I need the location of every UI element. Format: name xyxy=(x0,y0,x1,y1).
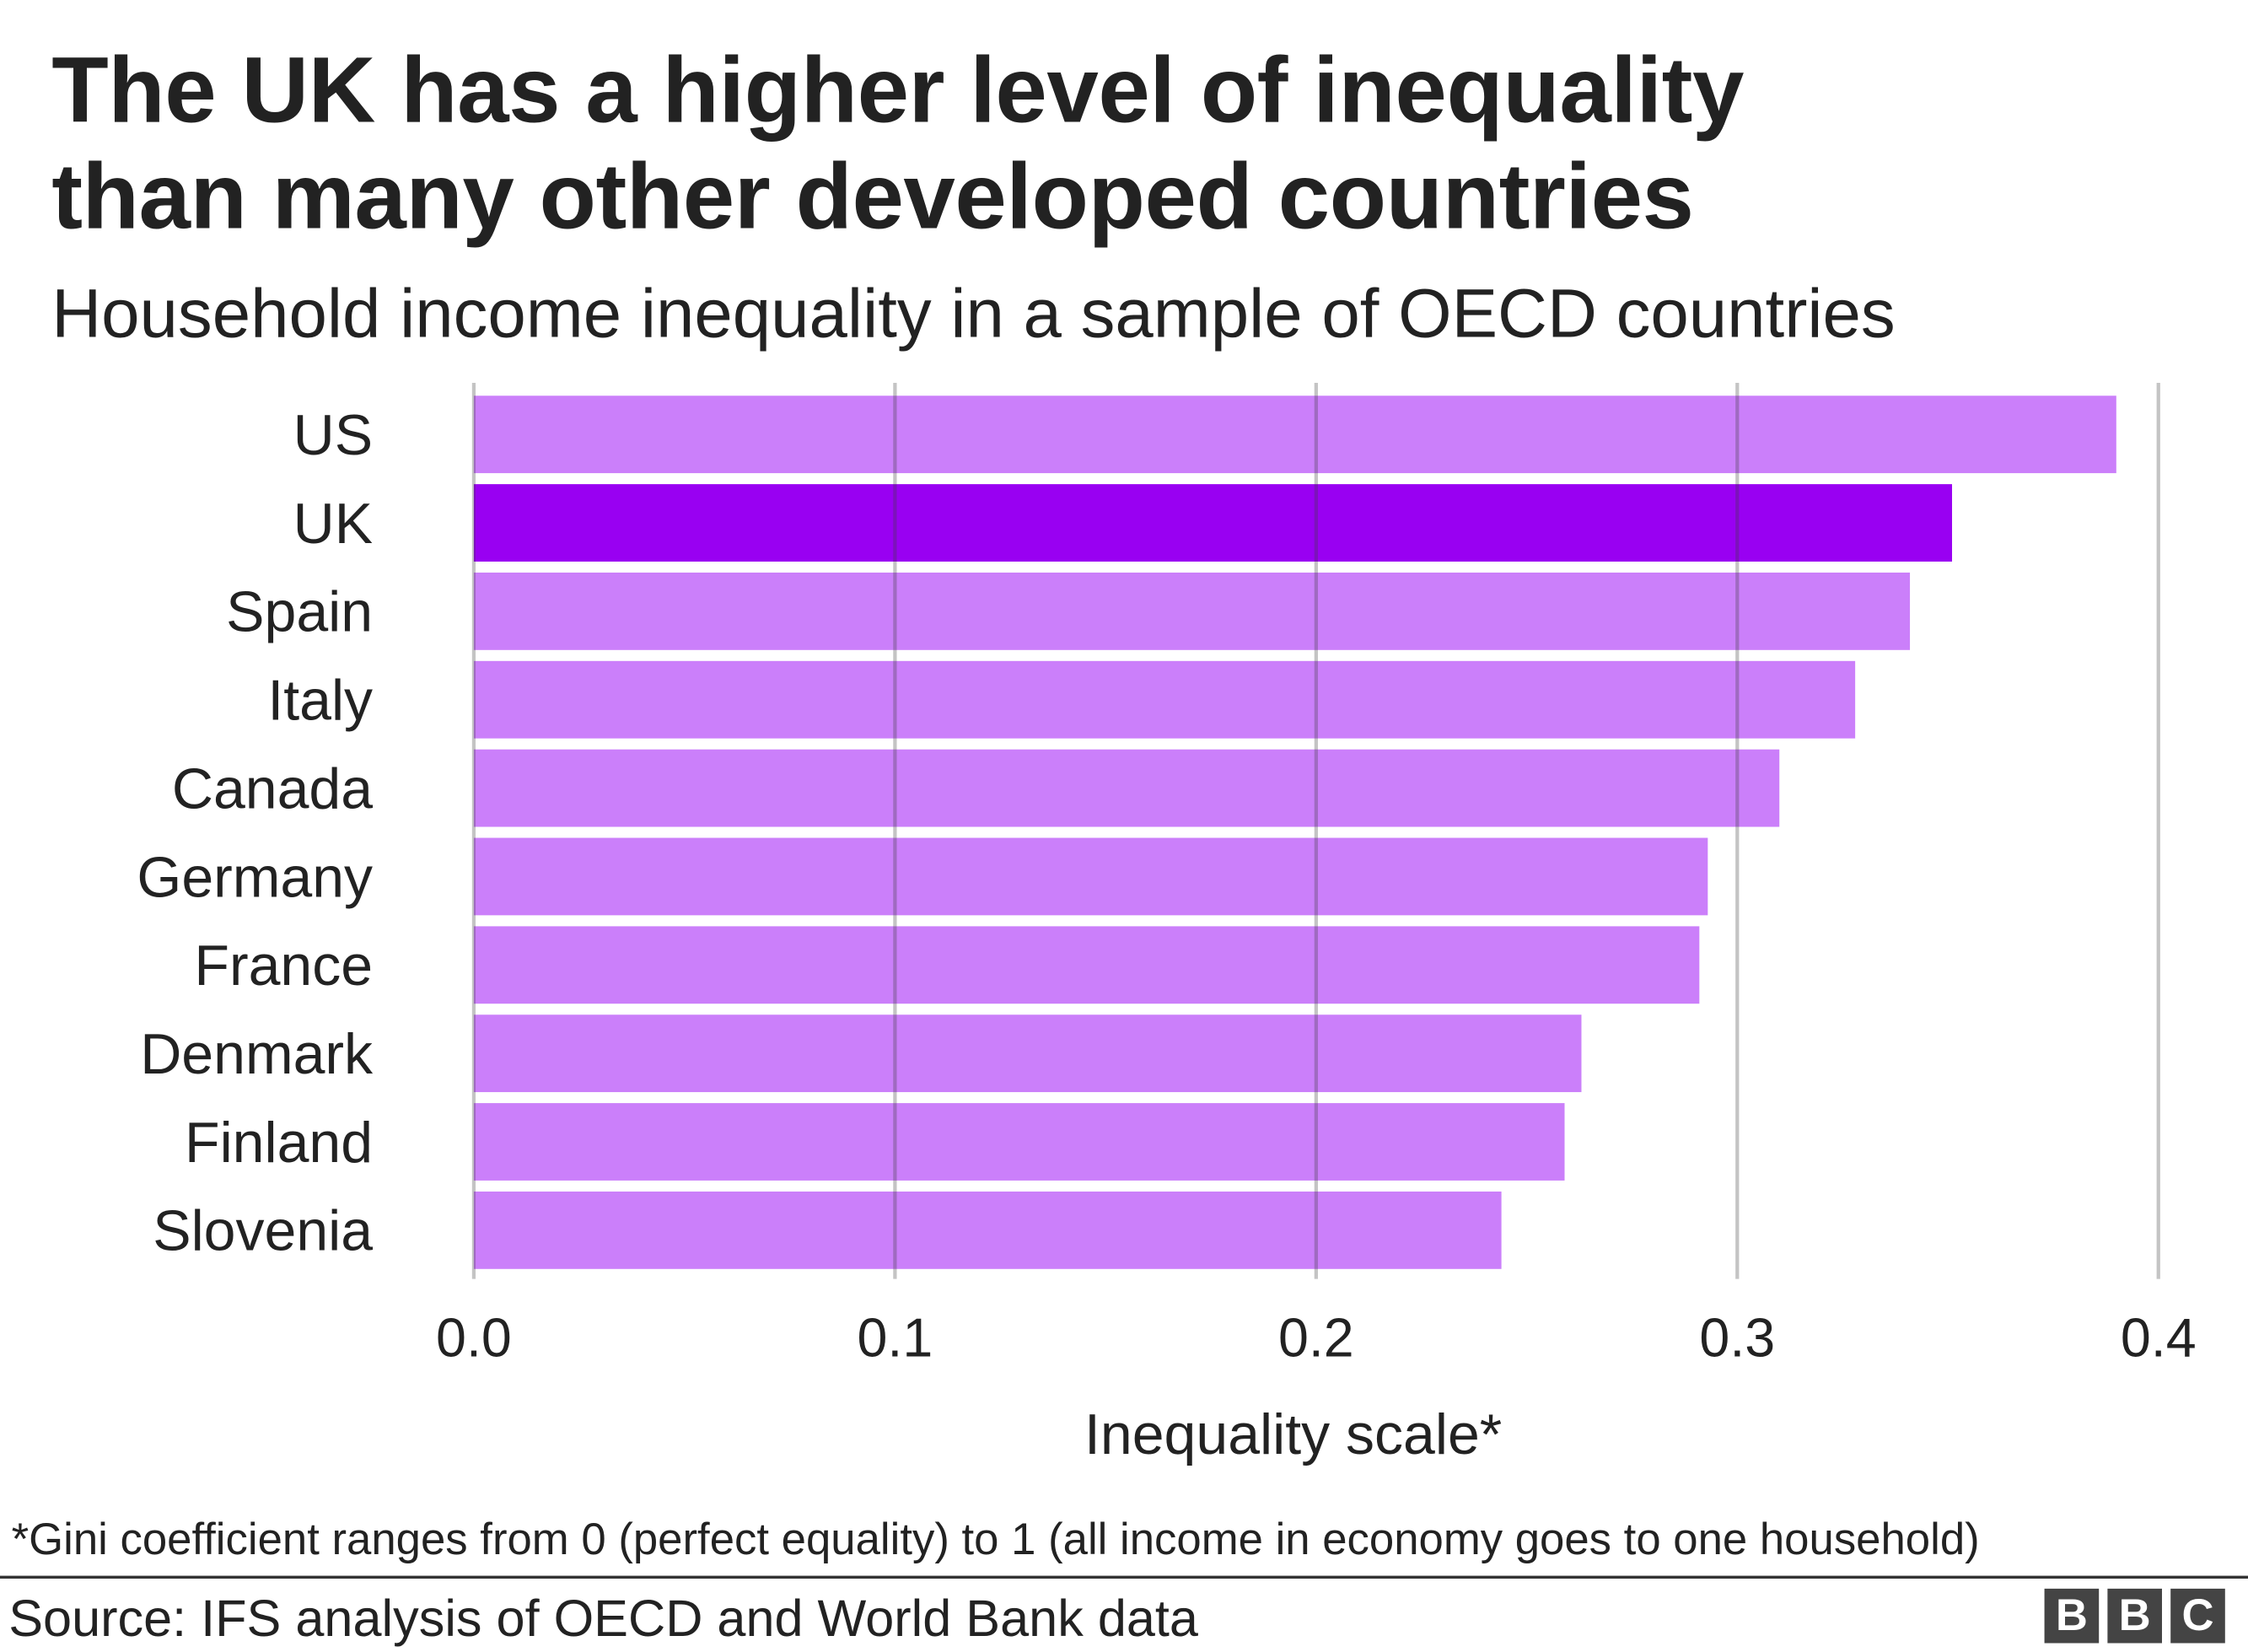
bar-germany xyxy=(473,837,1708,916)
category-label: Slovenia xyxy=(153,1199,373,1263)
bar-uk xyxy=(473,484,1953,562)
x-axis-label: Inequality scale* xyxy=(1084,1402,1502,1466)
x-tick-label: 0.3 xyxy=(1699,1307,1775,1368)
divider xyxy=(0,1575,2248,1579)
bar-slovenia xyxy=(473,1191,1502,1269)
chart-title: The UK has a higher level of inequality … xyxy=(51,37,1744,250)
footnote: *Gini coefficient ranges from 0 (perfect… xyxy=(11,1514,1980,1564)
chart-subtitle: Household income inequality in a sample … xyxy=(51,277,1896,353)
category-label: France xyxy=(194,934,373,998)
bar-france xyxy=(473,926,1700,1004)
category-label: Denmark xyxy=(140,1022,374,1086)
bar-us xyxy=(473,396,2116,474)
x-tick-label: 0.2 xyxy=(1278,1307,1354,1368)
logo-letter: C xyxy=(2170,1588,2225,1644)
category-label: Italy xyxy=(267,669,373,733)
category-label: UK xyxy=(293,492,373,556)
category-label: Finland xyxy=(185,1111,373,1175)
x-tick-label: 0.0 xyxy=(436,1307,512,1368)
bar-italy xyxy=(473,660,1856,739)
title-line-1: The UK has a higher level of inequality xyxy=(51,37,1744,143)
x-tick-label: 0.1 xyxy=(857,1307,933,1368)
category-label: Spain xyxy=(226,580,373,644)
source-note: Source: IFS analysis of OECD and World B… xyxy=(8,1588,1198,1648)
category-label: Germany xyxy=(137,845,373,909)
logo-letter: B xyxy=(2107,1588,2162,1644)
bar-spain xyxy=(473,572,1911,650)
category-label: Canada xyxy=(172,756,373,821)
category-label: US xyxy=(293,403,373,467)
bar-denmark xyxy=(473,1014,1582,1093)
logo-letter: B xyxy=(2044,1588,2100,1644)
bar-canada xyxy=(473,749,1780,827)
bbc-logo: B B C xyxy=(2044,1588,2225,1644)
bar-finland xyxy=(473,1103,1565,1181)
x-tick-label: 0.4 xyxy=(2121,1307,2197,1368)
title-line-2: than many other developed countries xyxy=(51,143,1694,249)
